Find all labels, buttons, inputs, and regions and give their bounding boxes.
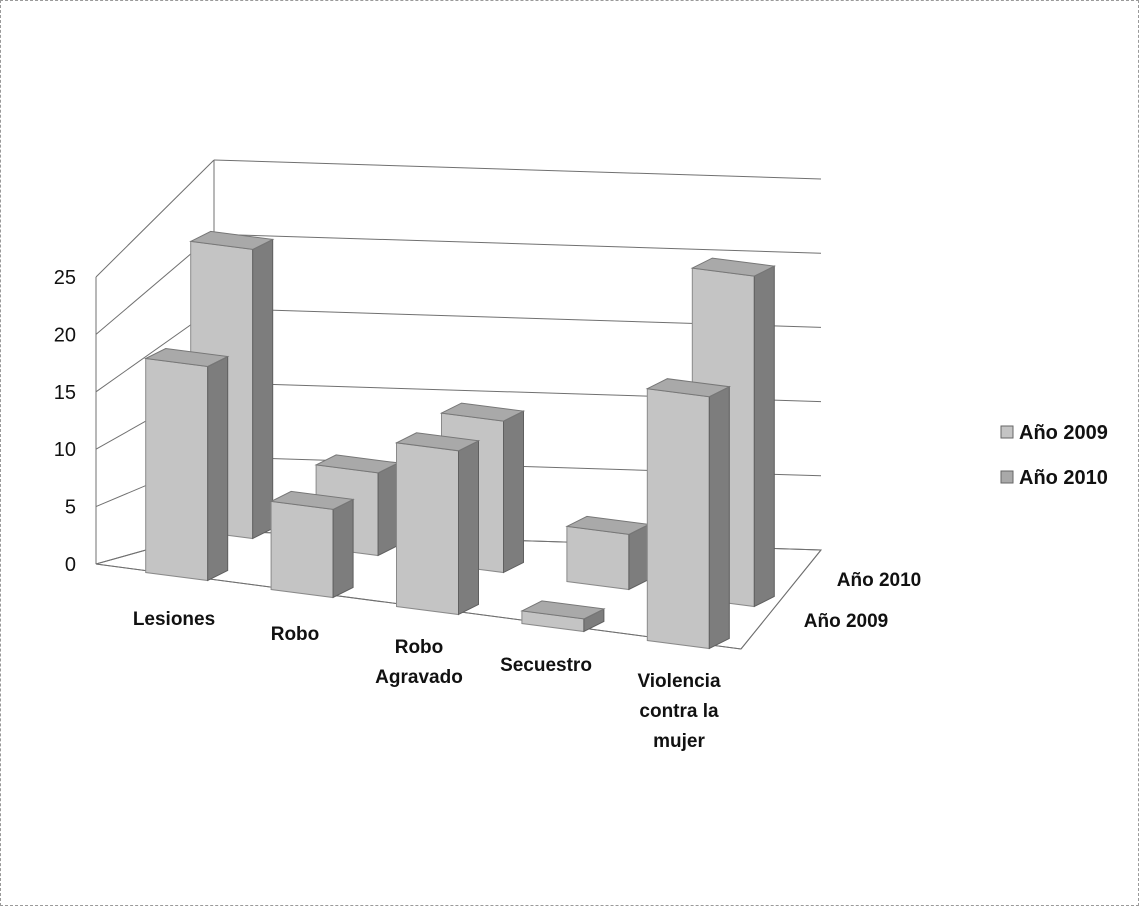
depth-axis-line — [740, 549, 822, 650]
bar-2010-3 — [565, 515, 651, 591]
y-tick-label: 25 — [54, 267, 76, 289]
bar-top-face — [189, 230, 275, 250]
category-label: Robo — [271, 624, 320, 645]
bar-side-face — [503, 410, 524, 574]
bar-2009-3 — [520, 600, 606, 633]
bar-top-face — [269, 490, 355, 510]
legend: Año 2009 Año 2010 — [1000, 422, 1108, 489]
bar-side-face — [252, 238, 274, 540]
bar-side-face — [708, 385, 730, 650]
bar-side-face — [332, 498, 354, 599]
bar-side-face — [207, 355, 229, 582]
bar-top-face — [439, 402, 526, 422]
side-gridline — [95, 159, 215, 278]
depth-axis-labels: Año 2009 Año 2010 — [804, 570, 921, 632]
gridline — [213, 159, 822, 180]
bar-2009-0 — [144, 347, 230, 582]
gridline — [213, 233, 822, 254]
bar-top-face — [690, 257, 776, 277]
bar-front-face — [646, 388, 710, 650]
depth-axis-label: Año 2010 — [837, 570, 921, 591]
bar-2009-1 — [269, 490, 355, 599]
legend-label: Año 2010 — [1019, 467, 1108, 489]
y-tick-label: 15 — [54, 382, 76, 404]
y-tick-label: 20 — [54, 324, 76, 346]
bar-top-face — [520, 600, 606, 620]
bar-2009-4 — [645, 378, 731, 650]
category-labels: Lesiones Robo Robo Agravado Secuestro Violenc… — [133, 609, 721, 752]
bar-side-face — [753, 265, 775, 608]
legend-label: Año 2009 — [1019, 422, 1108, 444]
category-label: contra la — [639, 701, 719, 722]
bar-front-face — [396, 442, 459, 616]
y-axis-ticks: 0 5 10 15 20 25 — [54, 267, 76, 576]
category-label: Robo — [395, 637, 444, 658]
bar-top-face — [394, 432, 481, 452]
legend-swatch — [1000, 470, 1014, 484]
y-tick-label: 5 — [65, 497, 76, 519]
bar-2009-2 — [394, 432, 481, 616]
bar-side-face — [377, 462, 399, 557]
bar-top-face — [144, 347, 230, 368]
bars-layer — [144, 230, 776, 650]
bar-side-face — [458, 439, 479, 616]
depth-axis-label: Año 2009 — [804, 611, 888, 632]
bar-front-face — [270, 500, 334, 599]
category-label: Agravado — [375, 667, 463, 688]
bar-top-face — [645, 378, 731, 398]
bar-side-face — [628, 523, 650, 591]
y-tick-label: 0 — [65, 554, 76, 576]
bar-front-face — [566, 525, 630, 591]
legend-swatch — [1000, 425, 1014, 439]
category-label: Secuestro — [500, 655, 592, 676]
bar-front-face — [145, 357, 209, 582]
category-label: mujer — [653, 731, 705, 752]
category-label: Violencia — [637, 671, 721, 692]
category-label: Lesiones — [133, 609, 215, 630]
y-tick-label: 10 — [54, 439, 76, 461]
